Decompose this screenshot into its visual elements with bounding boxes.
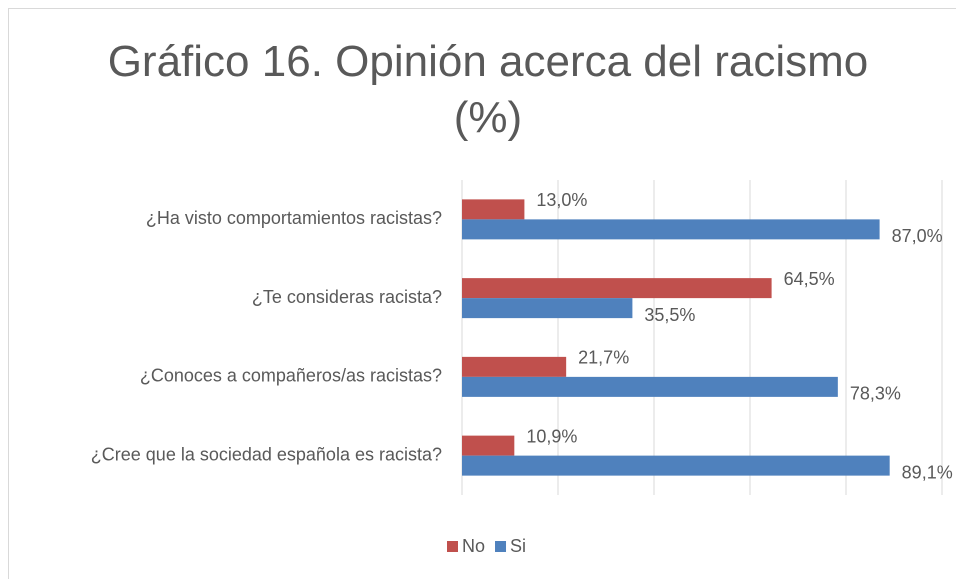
- y-tick-label: ¿Te consideras racista?: [252, 287, 442, 307]
- y-tick-label: ¿Cree que la sociedad española es racist…: [91, 444, 442, 464]
- bar: [462, 435, 515, 456]
- legend-swatch: [495, 541, 507, 552]
- chart-border: [8, 8, 956, 579]
- legend-swatch: [447, 541, 458, 552]
- bar: [462, 455, 890, 476]
- legend-label: No: [462, 536, 485, 556]
- data-label: 87,0%: [892, 226, 943, 246]
- data-label: 13,0%: [536, 190, 587, 210]
- data-label: 64,5%: [784, 269, 835, 289]
- data-label: 10,9%: [526, 426, 577, 446]
- bar: [462, 219, 880, 240]
- bar: [462, 278, 772, 299]
- bar: [462, 199, 525, 220]
- chart-title: Gráfico 16. Opinión acerca del racismo (…: [107, 37, 869, 142]
- data-label: 89,1%: [902, 462, 953, 482]
- data-label: 21,7%: [578, 348, 629, 368]
- bar: [462, 376, 838, 397]
- legend-label: Si: [510, 536, 526, 556]
- data-label: 78,3%: [850, 384, 901, 404]
- bar: [462, 298, 633, 319]
- data-label: 35,5%: [644, 305, 695, 325]
- bar: [462, 356, 567, 377]
- y-tick-label: ¿Conoces a compañeros/as racistas?: [140, 366, 442, 386]
- y-tick-label: ¿Ha visto comportamientos racistas?: [146, 208, 442, 228]
